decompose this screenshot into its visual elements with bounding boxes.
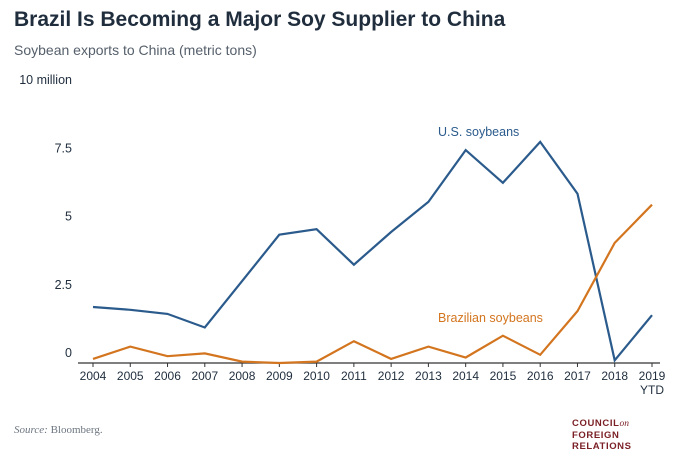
y-tick-label: 2.5 (55, 278, 72, 292)
series-line-brazil (92, 203, 653, 365)
x-tick-label: 2017 (564, 369, 591, 383)
series-line-us (92, 140, 653, 363)
logo-line1: COUNCIL (572, 418, 620, 429)
y-tick-labels: 0 2.5 5 7.5 10 million (19, 73, 72, 360)
x-tick-label: 2018 (601, 369, 628, 383)
x-tick-label: 2014 (452, 369, 479, 383)
source-note: Source: Bloomberg. (14, 424, 103, 436)
x-tick-label: 2010 (303, 369, 330, 383)
source-text: Bloomberg. (50, 424, 103, 436)
y-tick-label: 7.5 (55, 141, 72, 155)
logo-line2: FOREIGN (572, 430, 620, 441)
y-tick-label: 10 million (19, 73, 72, 87)
source-label: Source: (14, 424, 48, 436)
chart-title: Brazil Is Becoming a Major Soy Supplier … (14, 8, 506, 31)
x-tick-label: 2006 (154, 369, 181, 383)
series-lines (92, 140, 653, 365)
logo-line3: RELATIONS (572, 441, 632, 452)
x-tick-label: 2009 (266, 369, 293, 383)
series-labels: U.S. soybeans Brazilian soybeans (438, 125, 543, 325)
x-tick-label: 2007 (191, 369, 218, 383)
y-tick-label: 5 (65, 210, 72, 224)
x-tick-label: 2004 (80, 369, 107, 383)
series-label-us: U.S. soybeans (438, 125, 519, 139)
chart-subtitle: Soybean exports to China (metric tons) (14, 42, 257, 58)
x-tick-sublabel: YTD (640, 383, 664, 397)
x-tick-label: 2005 (117, 369, 144, 383)
series-label-brazil: Brazilian soybeans (438, 311, 543, 325)
logo-on: on (619, 419, 629, 429)
x-tick-label: 2012 (378, 369, 405, 383)
cfr-logo: COUNCILon FOREIGN RELATIONS (572, 418, 632, 452)
y-tick-label: 0 (65, 346, 72, 360)
x-tick-label: 2013 (415, 369, 442, 383)
x-tick-label: 2008 (229, 369, 256, 383)
x-tick-label: 2011 (341, 369, 367, 383)
x-tick-label: 2015 (490, 369, 517, 383)
x-tick-label: 2016 (527, 369, 554, 383)
x-tick-label: 2019 (639, 369, 666, 383)
x-tick-labels: 2004 2005 2006 2007 2008 2009 2010 2011 2012 2013… (80, 363, 666, 397)
